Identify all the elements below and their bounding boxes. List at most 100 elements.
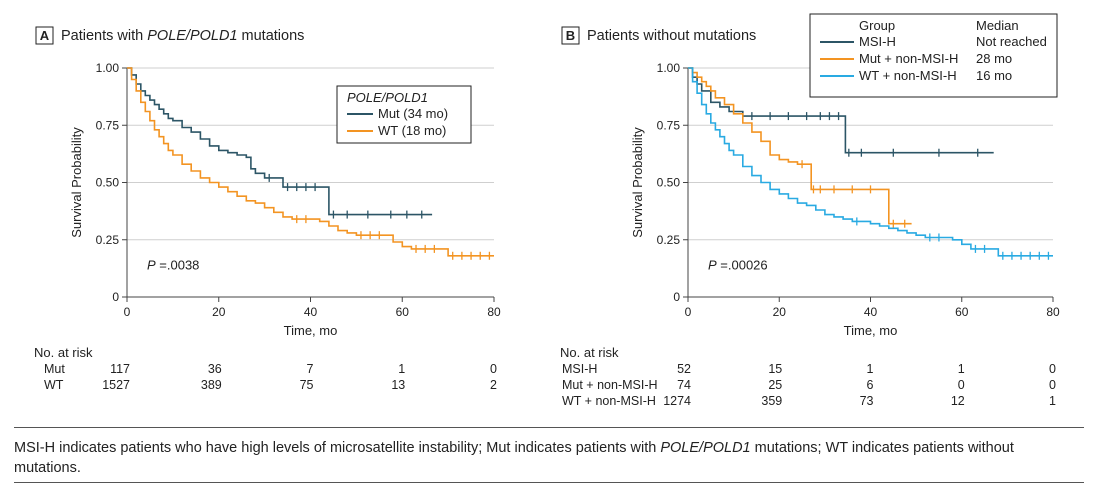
risk-value: 1274	[663, 394, 691, 408]
x-tick-label: 20	[773, 305, 787, 319]
y-tick-label: 0	[112, 290, 119, 304]
risk-value: 25	[768, 378, 782, 392]
risk-table-header: No. at risk	[560, 345, 619, 360]
x-tick-label: 60	[955, 305, 969, 319]
legend-median: Not reached	[976, 34, 1047, 49]
risk-value: 73	[860, 394, 874, 408]
legend-median-title: Median	[976, 18, 1019, 33]
caption-italic-gene: POLE/POLD1	[660, 440, 751, 456]
legend-box	[809, 13, 1058, 98]
panel-b: B Patients without mutations 0 0.25 0.50 0.75…	[560, 13, 1060, 408]
caption-top-rule	[14, 427, 1084, 428]
risk-value: 6	[867, 378, 874, 392]
p-value-text: =.00026	[717, 258, 768, 273]
risk-value: 74	[677, 378, 691, 392]
p-value-symbol: P	[708, 258, 717, 273]
risk-table-header: No. at risk	[34, 345, 93, 360]
y-tick-label: 0.75	[96, 118, 120, 132]
series-mut-non-msi-h	[688, 67, 912, 228]
risk-row-label: MSI-H	[562, 362, 597, 376]
x-tick-label: 40	[864, 305, 878, 319]
y-tick-label: 0.75	[657, 118, 681, 132]
panel-title: Patients with POLE/POLD1 mutations	[61, 28, 304, 44]
x-tick-label: 0	[124, 305, 131, 319]
panel-title: Patients without mutations	[587, 28, 756, 44]
survival-curve	[688, 67, 1053, 257]
risk-value: 2	[490, 378, 497, 392]
risk-value: 1	[1049, 394, 1056, 408]
panel-letter-box	[561, 26, 580, 45]
y-tick-label: 1.00	[96, 61, 120, 75]
panel-title-suffix: mutations	[238, 28, 305, 44]
p-value-text: =.0038	[156, 258, 200, 273]
survival-curve	[688, 67, 912, 225]
y-axis-label: Survival Probability	[630, 127, 645, 238]
risk-value: 389	[201, 378, 222, 392]
p-value-annotation: P =.00026	[708, 258, 768, 273]
p-value-symbol: P	[147, 258, 156, 273]
risk-row-label: Mut + non-MSI-H	[562, 378, 658, 392]
legend-median: 16 mo	[976, 68, 1012, 83]
risk-value: 1527	[102, 378, 130, 392]
legend-title: POLE/POLD1	[347, 90, 428, 105]
panel-letter: A	[40, 28, 50, 43]
x-tick-label: 80	[487, 305, 501, 319]
y-tick-label: 0.25	[96, 233, 120, 247]
x-tick-label: 80	[1046, 305, 1060, 319]
risk-row-label: WT	[44, 378, 64, 392]
risk-table: No. at risk MSI-H 52 15 1 1 0 Mut + non-MSI-H 74…	[560, 345, 1056, 408]
risk-value: 359	[761, 394, 782, 408]
legend-title: Group	[859, 18, 895, 33]
legend-entry: WT (18 mo)	[378, 123, 446, 138]
p-value-annotation: P =.0038	[147, 258, 199, 273]
risk-value: 13	[391, 378, 405, 392]
risk-table: No. at risk Mut 117 36 7 1 0 WT 1527 389 75 13 2	[34, 345, 497, 392]
x-tick-label: 0	[685, 305, 692, 319]
legend-median: 28 mo	[976, 51, 1012, 66]
x-tick-label: 20	[212, 305, 226, 319]
risk-value: 15	[768, 362, 782, 376]
legend-entry: MSI-H	[859, 34, 896, 49]
panel-letter-box	[35, 26, 54, 45]
y-tick-label: 0.25	[657, 233, 681, 247]
caption-text-1: MSI-H indicates patients who have high l…	[14, 440, 661, 456]
caption-text-2: mutations; WT indicates patients without…	[14, 440, 1014, 476]
risk-value: 0	[1049, 378, 1056, 392]
risk-value: 0	[1049, 362, 1056, 376]
panel-title-text: Patients with	[61, 28, 147, 44]
y-tick-label: 0.50	[96, 176, 120, 190]
legend-entry: Mut (34 mo)	[378, 106, 448, 121]
legend-entry: Mut + non-MSI-H	[859, 51, 958, 66]
panel-title-italic: POLE/POLD1	[147, 28, 237, 44]
panel-letter: B	[566, 28, 575, 43]
caption-bottom-rule	[14, 482, 1084, 483]
risk-row-label: Mut	[44, 362, 65, 376]
panel-title-text: Patients without mutations	[587, 28, 756, 44]
risk-value: 12	[951, 394, 965, 408]
series-wt-non-msi-h	[688, 67, 1053, 260]
risk-value: 75	[300, 378, 314, 392]
figure-caption: MSI-H indicates patients who have high l…	[14, 438, 1014, 478]
x-axis-label: Time, mo	[844, 323, 898, 338]
series-wt	[127, 67, 494, 260]
risk-value: 1	[958, 362, 965, 376]
y-tick-label: 0.50	[657, 176, 681, 190]
risk-row-label: WT + non-MSI-H	[562, 394, 656, 408]
risk-value: 36	[208, 362, 222, 376]
x-tick-label: 60	[396, 305, 410, 319]
x-tick-label: 40	[304, 305, 318, 319]
risk-value: 1	[867, 362, 874, 376]
survival-curve	[127, 67, 494, 257]
y-tick-label: 1.00	[657, 61, 681, 75]
y-tick-label: 0	[673, 290, 680, 304]
legend: Group Median MSI-H Not reached Mut + non-MSI…	[809, 13, 1058, 98]
panel-a: A Patients with POLE/POLD1 mutations 0 0.25…	[34, 26, 501, 392]
risk-value: 52	[677, 362, 691, 376]
risk-value: 117	[110, 362, 130, 376]
risk-value: 1	[398, 362, 405, 376]
x-axis-label: Time, mo	[284, 323, 338, 338]
legend-entry: WT + non-MSI-H	[859, 68, 957, 83]
series-mut	[127, 67, 433, 219]
